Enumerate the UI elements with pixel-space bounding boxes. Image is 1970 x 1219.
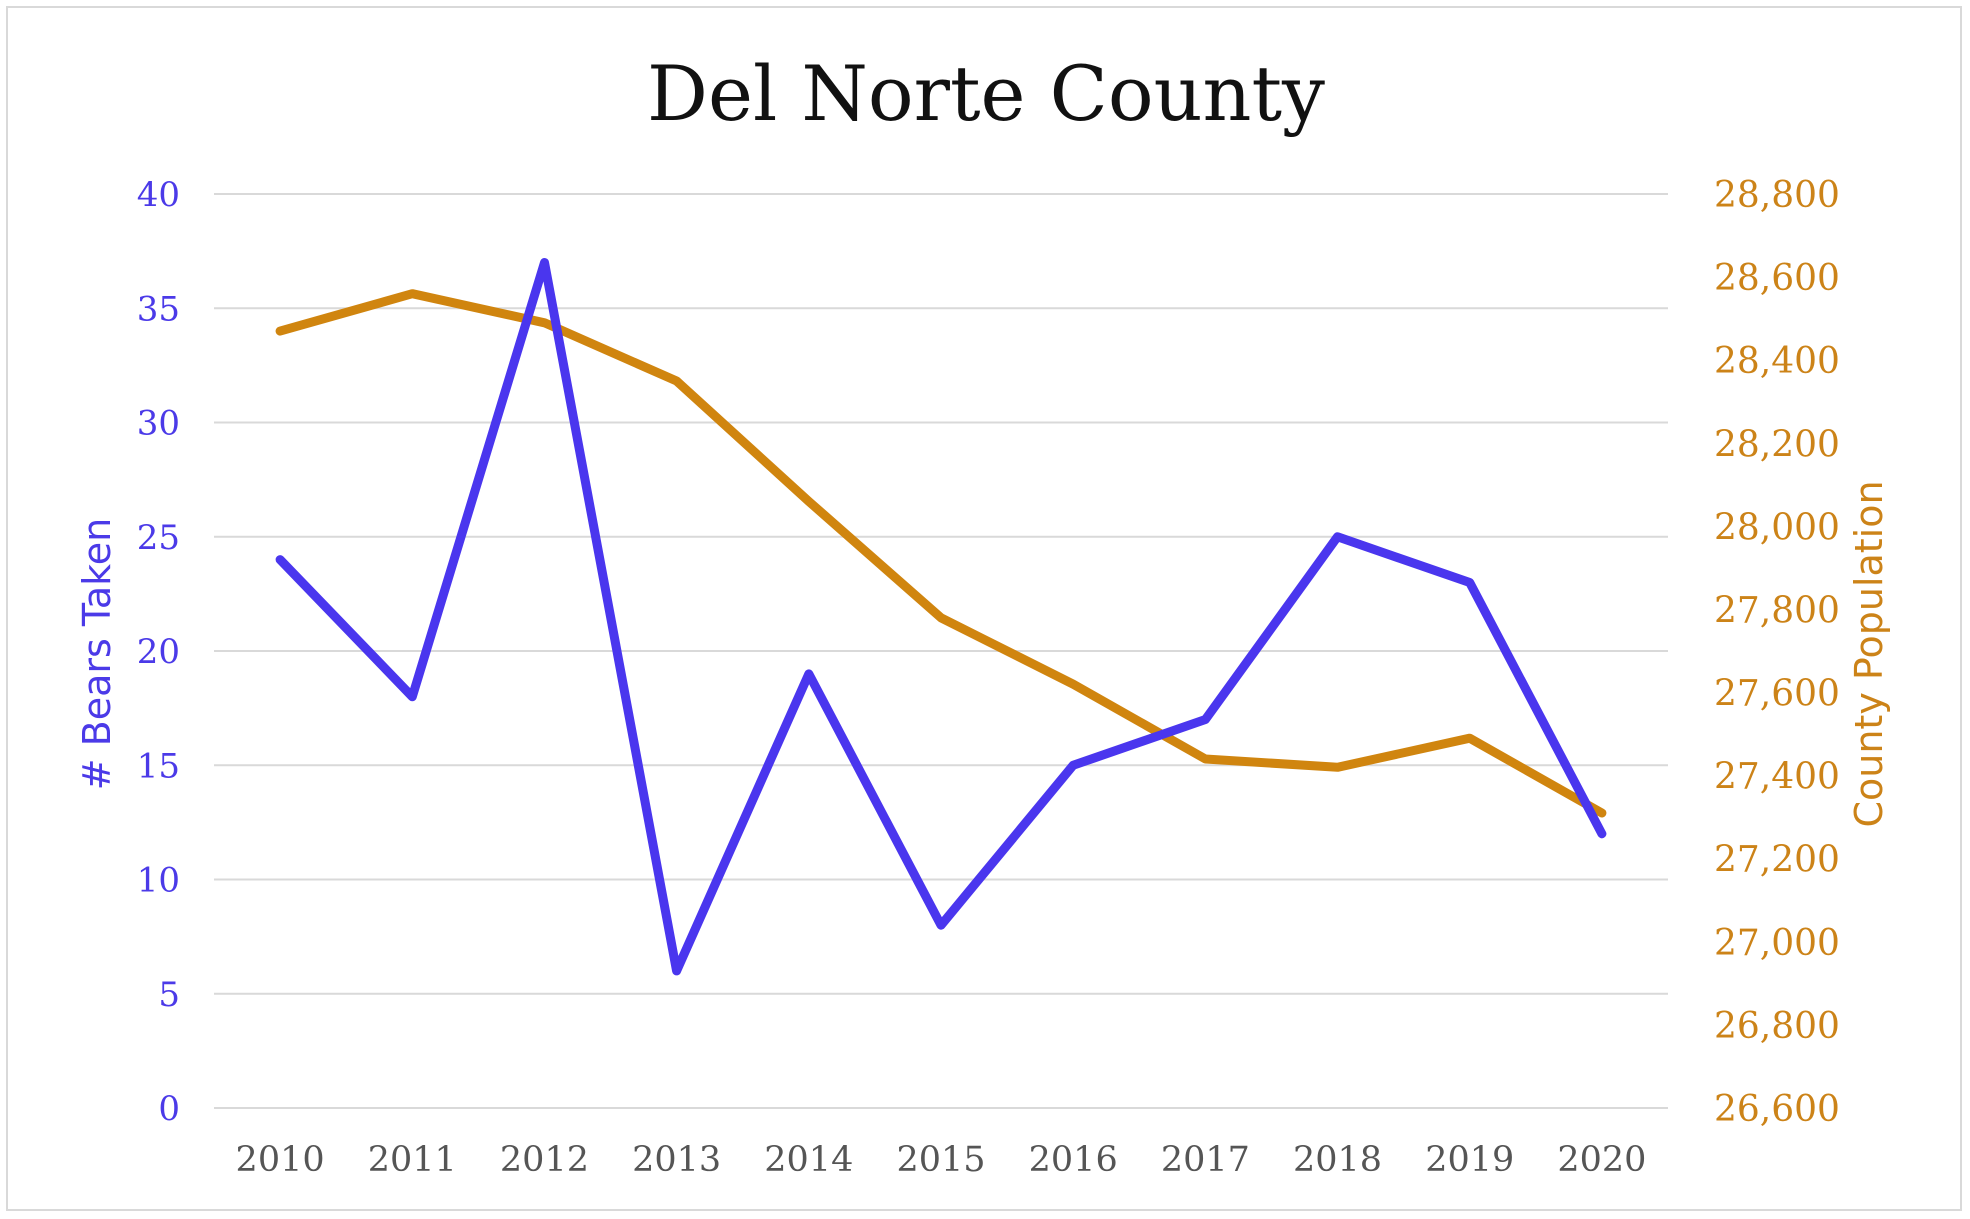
left-tick-label: 35 — [137, 289, 180, 329]
bears-taken-point — [412, 696, 413, 697]
x-tick-label: 2020 — [1557, 1140, 1646, 1180]
x-tick-label: 2011 — [368, 1140, 457, 1180]
left-tick-label: 25 — [137, 518, 180, 558]
county-population-line — [275, 289, 1607, 818]
left-tick-label: 15 — [137, 746, 180, 786]
bears-taken-point — [808, 673, 809, 674]
right-tick-label: 27,000 — [1714, 923, 1840, 964]
chart-title: Del Norte County — [647, 49, 1325, 138]
right-tick-label: 28,000 — [1714, 507, 1840, 548]
right-axis-ticks: 26,600 26,800 27,000 27,200 27,400 27,600 27,8… — [1714, 175, 1840, 1130]
right-tick-label: 28,200 — [1714, 424, 1840, 465]
series-lines — [275, 258, 1607, 976]
bears-taken-point — [1337, 536, 1338, 537]
bears-taken-point — [1073, 765, 1074, 766]
bears-taken-point — [1205, 719, 1206, 720]
county-population-point — [1205, 759, 1206, 760]
left-tick-label: 10 — [137, 861, 180, 901]
bears-taken-point — [676, 970, 677, 971]
left-tick-label: 40 — [137, 175, 180, 215]
left-tick-label: 20 — [137, 632, 180, 672]
line-chart: Del Norte County 0 5 10 15 20 25 30 35 40 26,600… — [75, 49, 1891, 1180]
right-tick-label: 27,400 — [1714, 757, 1840, 798]
x-tick-label: 2018 — [1293, 1140, 1382, 1180]
right-tick-label: 28,800 — [1714, 175, 1840, 216]
x-tick-label: 2013 — [632, 1140, 721, 1180]
county-population-point — [1073, 684, 1074, 685]
bears-taken-point — [1601, 833, 1602, 834]
bears-taken-point — [1469, 582, 1470, 583]
county-population-point — [1337, 767, 1338, 768]
bears-taken-point — [544, 262, 545, 263]
gridlines — [214, 193, 1668, 1109]
county-population-point — [676, 380, 677, 381]
x-tick-label: 2015 — [896, 1140, 985, 1180]
right-axis-title: County Population — [1847, 480, 1891, 827]
right-tick-label: 26,800 — [1714, 1006, 1840, 1047]
left-tick-label: 0 — [158, 1089, 180, 1129]
x-tick-label: 2019 — [1425, 1140, 1514, 1180]
left-tick-label: 30 — [137, 404, 180, 444]
bears-taken-point — [941, 925, 942, 926]
x-tick-label: 2012 — [500, 1140, 589, 1180]
right-tick-label: 27,200 — [1714, 840, 1840, 881]
right-tick-label: 28,600 — [1714, 258, 1840, 299]
county-population-point — [412, 293, 413, 294]
right-tick-label: 27,600 — [1714, 674, 1840, 715]
right-tick-label: 26,600 — [1714, 1089, 1840, 1130]
county-population-point — [1601, 813, 1602, 814]
county-population-point — [1469, 738, 1470, 739]
county-population-point — [544, 322, 545, 323]
right-tick-label: 28,400 — [1714, 341, 1840, 382]
right-tick-label: 27,800 — [1714, 590, 1840, 631]
bears-taken-line — [275, 258, 1607, 976]
county-population-point — [280, 331, 281, 332]
x-tick-label: 2010 — [236, 1140, 325, 1180]
county-population-point — [808, 501, 809, 502]
left-tick-label: 5 — [158, 975, 180, 1015]
county-population-point — [941, 617, 942, 618]
x-tick-label: 2016 — [1029, 1140, 1118, 1180]
left-axis-title: # Bears Taken — [75, 518, 119, 790]
bears-taken-point — [280, 559, 281, 560]
left-axis-ticks: 0 5 10 15 20 25 30 35 40 — [137, 175, 180, 1129]
x-tick-label: 2014 — [764, 1140, 853, 1180]
x-tick-label: 2017 — [1161, 1140, 1250, 1180]
chart-frame: Del Norte County 0 5 10 15 20 25 30 35 40 26,600… — [6, 6, 1962, 1211]
x-axis-ticks: 2010 2011 2012 2013 2014 2015 2016 2017 2018 2019… — [236, 1140, 1647, 1180]
